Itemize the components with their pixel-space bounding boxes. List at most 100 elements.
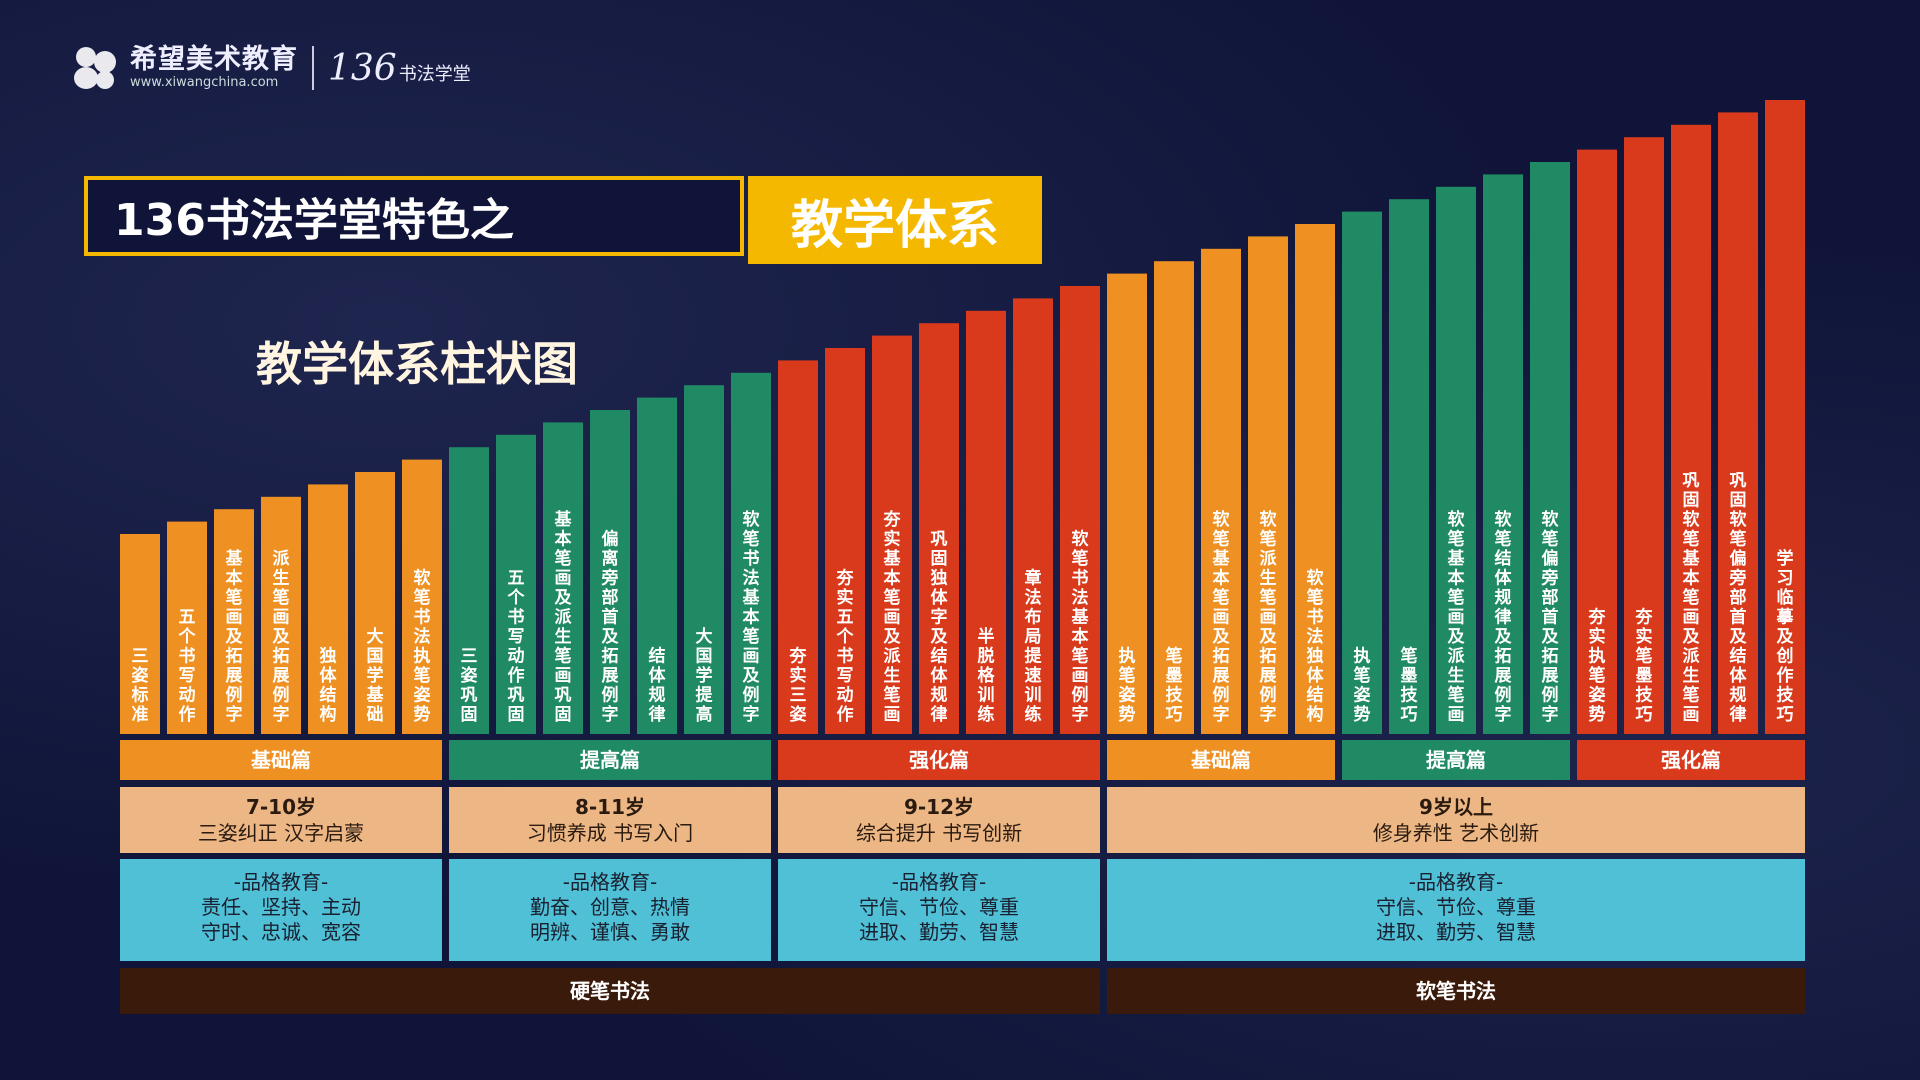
bar-label-char: 律 (1494, 607, 1512, 628)
age-band (449, 787, 771, 853)
bar-label-char: 生 (1448, 665, 1465, 686)
bar-label-char: 及 (1213, 627, 1231, 647)
bar-label-char: 实 (790, 665, 807, 686)
bar (449, 447, 489, 734)
bar-label-char: 字 (1260, 704, 1277, 725)
stage-band (1107, 740, 1335, 780)
logo: 希望美术教育 www.xiwangchina.com 136 书法学堂 (72, 38, 471, 98)
bar-label-char: 律 (930, 704, 948, 725)
bar-label-char: 结 (1730, 646, 1747, 667)
bar-label-char: 学 (367, 665, 384, 686)
age-desc: 综合提升 书写创新 (856, 821, 1022, 845)
bar-label-char: 首 (1542, 607, 1559, 628)
bar-label-char: 独 (1307, 646, 1324, 667)
bar-label-char: 习 (1777, 569, 1794, 589)
bar-label-char: 例 (743, 685, 760, 706)
bar-label-char: 例 (1542, 685, 1559, 706)
bar (496, 434, 536, 734)
stage-band (1577, 740, 1805, 780)
bar-label-char: 基 (1447, 548, 1466, 569)
bar-label-char: 及 (1683, 627, 1701, 647)
bar-label-char: 构 (1307, 704, 1324, 725)
bar-label-char: 本 (1213, 568, 1230, 589)
bar (167, 521, 207, 734)
age-desc: 修身养性 艺术创新 (1373, 821, 1539, 845)
bar-label-char: 画 (1448, 608, 1465, 628)
bar-label-char: 拓 (602, 647, 619, 667)
bar-label-char: 软 (1307, 568, 1324, 589)
bar-label-char: 首 (1730, 607, 1747, 628)
stage-band (778, 740, 1100, 780)
bar-label-char: 拓 (1542, 647, 1559, 667)
type-label: 硬笔书法 (570, 979, 650, 1003)
bar-label-char: 学 (1777, 548, 1794, 569)
bar-label-char: 作 (1777, 665, 1794, 686)
bar-label-char: 字 (931, 607, 948, 628)
bar (825, 348, 865, 734)
bar (1013, 298, 1053, 734)
character-title: -品格教育- (1409, 870, 1503, 894)
bar-label-char: 写 (837, 666, 854, 686)
bar (684, 385, 724, 734)
bar-label-char: 软 (1213, 509, 1230, 530)
character-line: 进取、勤劳、智慧 (1376, 920, 1536, 944)
bar-label-char: 夯 (1588, 607, 1607, 628)
bar-label-char: 笔 (743, 529, 760, 550)
bar-label-char: 布 (1025, 607, 1042, 628)
bar-label-char: 笔 (1589, 665, 1606, 686)
bar-label-char: 笔 (1213, 529, 1230, 550)
bar-label-char: 例 (1260, 685, 1277, 706)
bar-label-char: 势 (414, 704, 431, 725)
bar-label-char: 训 (1025, 686, 1042, 706)
bar-label-char: 体 (931, 587, 949, 608)
bar-label-char: 结 (1307, 685, 1324, 706)
bar-label-char: 软 (1448, 509, 1465, 530)
bar-label-char: 展 (1260, 666, 1277, 686)
character-band (449, 859, 771, 961)
age-band (1107, 787, 1805, 853)
age-label: 7-10岁 (246, 795, 316, 819)
bar-label-char: 例 (226, 685, 243, 706)
banner-highlight: 教学体系 (748, 176, 1042, 264)
bar-label-char: 及 (226, 627, 244, 647)
bar-label-char: 软 (414, 568, 431, 589)
bar-label-char: 拓 (1260, 647, 1277, 667)
bar-label-char: 派 (273, 549, 291, 569)
bar-label-char: 高 (696, 704, 713, 725)
bar-label-char: 墨 (1636, 666, 1653, 686)
bar-label-char: 练 (1025, 704, 1042, 725)
bar-label-char: 笔 (884, 587, 901, 608)
bar-label-char: 笔 (555, 646, 572, 667)
bar-label-char: 三 (132, 647, 149, 667)
bar-label-char: 结 (320, 685, 337, 706)
stage-label: 强化篇 (909, 748, 969, 772)
bar (1671, 124, 1711, 735)
bar-label-char: 体 (649, 665, 667, 686)
bar-label-char: 础 (367, 705, 384, 725)
bar-label-char: 势 (1589, 704, 1606, 725)
bar-label-char: 及 (602, 627, 620, 647)
age-desc: 三姿纠正 汉字启蒙 (198, 821, 364, 845)
bar-label-char: 执 (1119, 646, 1136, 667)
bar-label-char: 学 (696, 665, 713, 686)
bar-label-char: 字 (1495, 704, 1512, 725)
bar-label-char: 及 (743, 666, 761, 686)
bar (308, 484, 348, 734)
character-line: 进取、勤劳、智慧 (859, 920, 1019, 944)
bar-label-char: 笔 (1683, 587, 1700, 608)
bar-label-char: 偏 (1730, 548, 1747, 569)
bar-label-char: 书 (1072, 569, 1089, 589)
bar-label-char: 基 (554, 509, 573, 530)
bar (543, 422, 583, 734)
bar-label-char: 本 (743, 607, 760, 628)
bar-label-char: 及 (884, 627, 902, 647)
character-title: -品格教育- (892, 870, 986, 894)
character-line: 守信、节俭、尊重 (859, 895, 1019, 919)
bar-label-char: 实 (837, 587, 854, 608)
bar-label-char: 法 (1025, 587, 1042, 608)
bar-label-char: 离 (602, 548, 619, 569)
bar-label-char: 派 (555, 608, 573, 628)
bar-label-char: 旁 (601, 568, 619, 589)
bar-label-char: 笔 (1495, 529, 1512, 550)
bar-label-char: 笔 (273, 587, 290, 608)
